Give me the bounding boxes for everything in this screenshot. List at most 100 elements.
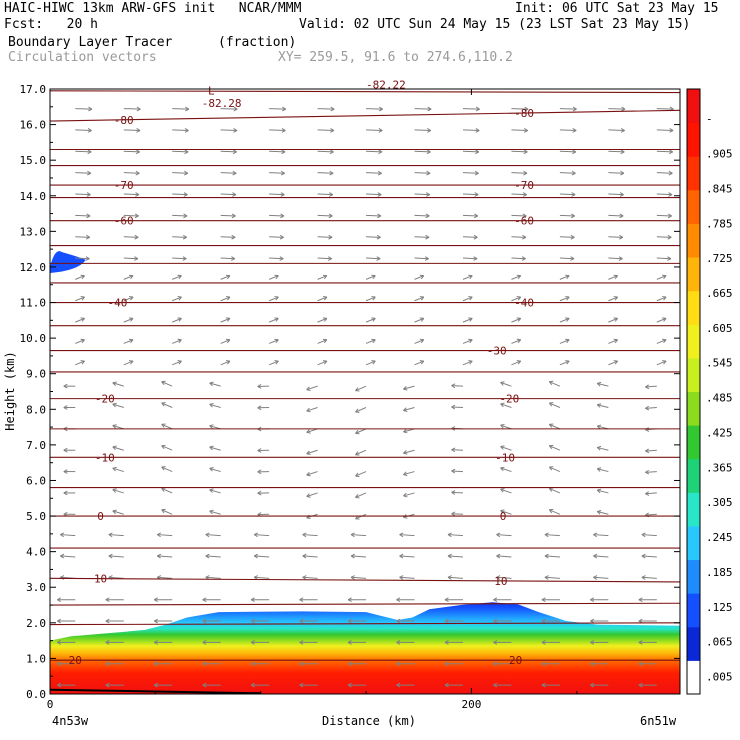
circulation-vector [355,385,367,392]
circulation-vector [500,488,512,494]
circulation-vector [220,234,236,240]
circulation-vector [641,553,657,559]
circulation-vector [355,428,367,435]
circulation-vector [57,597,76,603]
y-tick-label: 14.0 [20,190,47,203]
circulation-vector [656,296,667,302]
circulation-vector [75,274,85,280]
circulation-vector [645,384,657,390]
circulation-vector [500,466,512,473]
header-left-line1: HAIC-HIWC 13km ARW-GFS init NCAR/MMM [4,1,302,16]
circulation-vector [123,274,134,280]
circulation-vector [347,682,367,688]
colorbar-label: .065 [706,636,733,649]
circulation-vector [656,192,673,197]
circulation-vector [414,149,431,155]
circulation-vector [317,256,332,261]
circulation-vector [63,383,76,389]
circulation-vector [153,597,173,603]
circulation-vector [414,170,431,176]
circulation-vector [365,360,376,366]
circulation-vector [444,597,463,603]
circulation-vector [541,661,560,667]
circulation-vector [317,296,328,302]
circulation-vector [645,427,657,432]
y-tick-label: 10.0 [20,332,47,345]
circulation-vector [299,682,318,688]
circulation-vector [608,192,624,197]
circulation-vector [317,360,328,366]
circulation-vector [451,383,464,389]
colorbar-swatch [687,324,700,359]
vector-name: Circulation vectors [8,50,157,65]
circulation-vector [596,381,609,387]
circulation-vector [544,532,560,538]
circulation-vector [638,597,657,603]
temperature-contour--60: -60 -60 [50,215,680,228]
circulation-vector [306,492,318,498]
circulation-vector [209,488,221,494]
circulation-vector [462,338,473,344]
circulation-vector [365,274,376,280]
circulation-vector [209,424,221,430]
y-tick-label: 2.0 [26,617,46,630]
circulation-vector [153,618,173,624]
circulation-vector [75,106,93,112]
circulation-vector [451,404,464,410]
circulation-vector [593,532,609,538]
circulation-vector [447,575,464,580]
x-tick-label: 0 [47,698,54,711]
contour-label: -40 [514,297,534,310]
circulation-vector [511,338,522,344]
circulation-vector [559,170,576,176]
circulation-vector [590,618,609,624]
circulation-vector [462,360,473,366]
colorbar-swatch [687,89,700,124]
circulation-vector [493,682,512,688]
y-tick-label: 13.0 [20,225,47,238]
colorbar: .005 .065 .125 .185 .245 .305 .365 .425 .485 .545… [686,88,733,695]
circulation-vector [172,234,187,240]
circulation-vector [559,274,570,280]
circulation-vector [511,170,528,176]
tracer-anvil [50,251,86,273]
circulation-vector [444,661,463,667]
circulation-vector [268,360,279,366]
circulation-vector [257,448,270,453]
circulation-vector [656,234,672,240]
circulation-vector [403,407,415,412]
circulation-vector [596,467,609,473]
circulation-vector [172,106,190,112]
y-tick-label: 15.0 [20,154,47,167]
circulation-vector [403,428,415,434]
circulation-vector [123,296,134,302]
colorbar-swatch [687,492,700,527]
circulation-vector [347,640,367,645]
circulation-vector [366,149,383,155]
temperature-contour [49,622,681,626]
temperature-contour-20: 20 20 [50,654,680,667]
circulation-vector [112,424,124,430]
circulation-vector [123,128,141,133]
circulation-vector [496,553,512,559]
circulation-vector [172,256,187,261]
circulation-vector [596,403,609,408]
colorbar-swatch [687,122,700,157]
circulation-vector [153,682,173,688]
circulation-vector [500,402,512,408]
temperature-contour--30: -30 [50,345,680,358]
colorbar-label: .005 [706,671,733,684]
circulation-vector [511,360,522,366]
circulation-vector [608,213,624,219]
circulation-vector [105,682,124,688]
circulation-vector [396,640,415,645]
colorbar-swatch [687,156,700,191]
circulation-vector [253,532,270,538]
circulation-vector [57,661,76,667]
circulation-vector [172,317,182,323]
y-axis-label: Height (km) [3,351,17,430]
contour-label: -70 [114,179,134,192]
circulation-vector [299,618,318,624]
circulation-vector [462,296,473,302]
